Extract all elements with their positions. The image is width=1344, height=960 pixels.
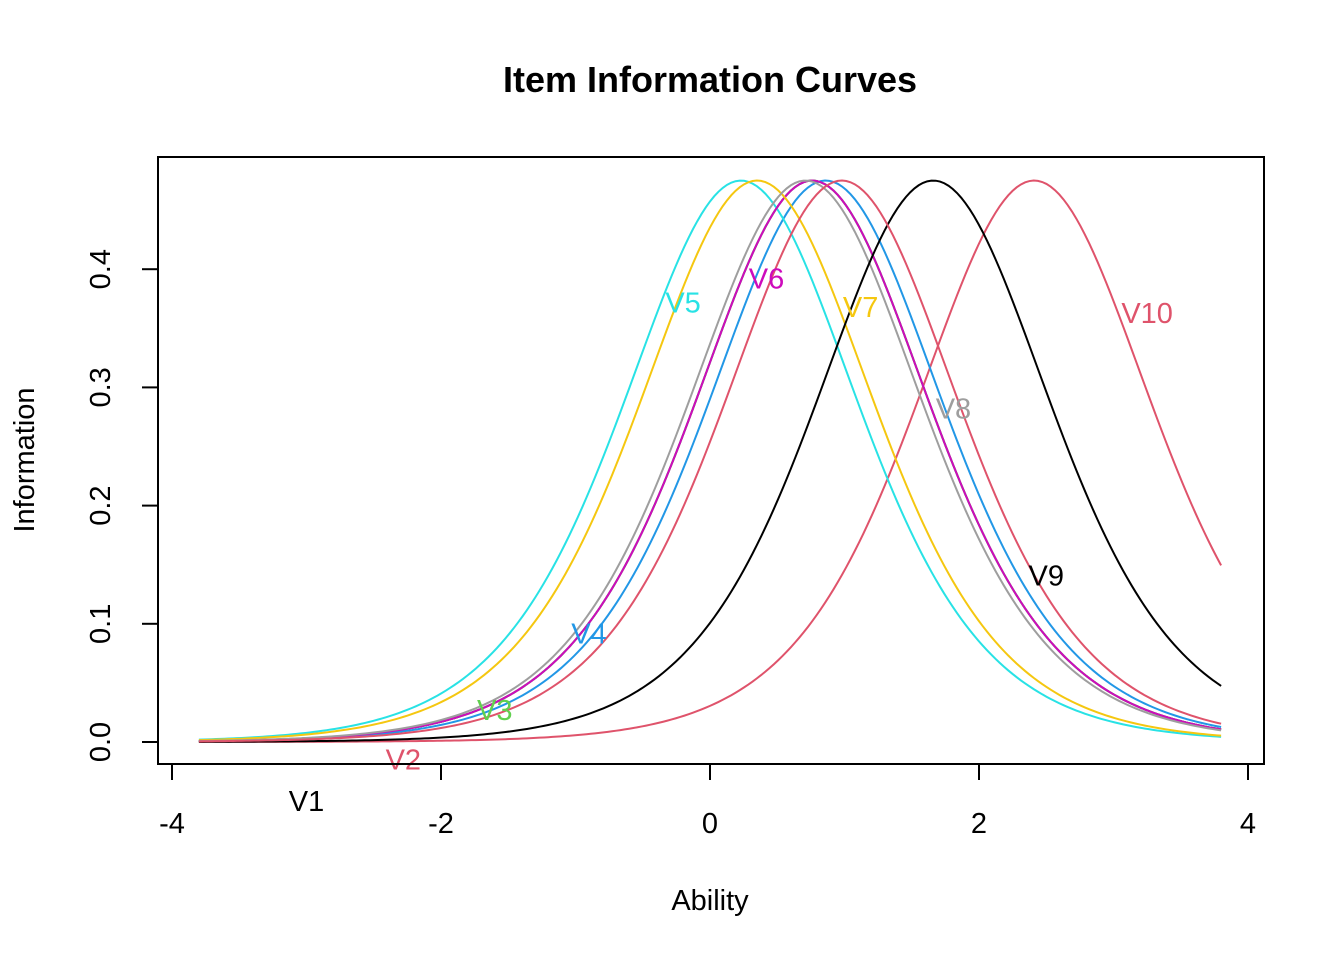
y-tick-label: 0.2 [85, 485, 117, 525]
curve-label-v1: V1 [289, 786, 324, 818]
y-tick-label: 0.1 [85, 604, 117, 644]
curve-v2 [198, 179, 1222, 743]
curve-v5 [198, 179, 1222, 741]
x-tick-label: -4 [159, 808, 185, 840]
curve-v9 [198, 179, 1222, 743]
y-axis: 0.0 0.1 0.2 0.3 0.4 [85, 249, 159, 762]
x-axis: -4 -2 0 2 4 [159, 763, 1256, 840]
chart-title: Item Information Curves [503, 59, 917, 100]
curve-v3 [198, 179, 1222, 743]
y-axis-label: Information [9, 387, 41, 532]
y-tick-label: 0.3 [85, 367, 117, 407]
curve-label-v2: V2 [386, 745, 421, 777]
curve-v4 [198, 179, 1222, 743]
curve-v8 [198, 179, 1222, 742]
curve-label-v8: V8 [936, 394, 971, 426]
x-tick-label: 2 [971, 808, 987, 840]
curve-label-v10: V10 [1121, 298, 1173, 330]
x-tick-label: -2 [428, 808, 454, 840]
x-axis-label: Ability [671, 885, 749, 917]
curves-group [198, 179, 1222, 743]
curve-v6 [198, 179, 1222, 743]
curve-v7 [198, 179, 1222, 742]
curve-label-v9: V9 [1029, 560, 1064, 592]
y-tick-label: 0.4 [85, 249, 117, 289]
curve-labels-group: V1 V2 V3 V4 V5 V6 V7 V8 V9 V10 [289, 264, 1173, 818]
x-tick-label: 0 [702, 808, 718, 840]
curve-v10 [198, 179, 1222, 743]
curve-label-v6: V6 [749, 264, 784, 296]
curve-v1 [198, 179, 1222, 743]
curve-label-v3: V3 [477, 695, 512, 727]
x-tick-label: 4 [1240, 808, 1256, 840]
curve-label-v7: V7 [843, 292, 878, 324]
curve-label-v4: V4 [571, 618, 606, 650]
plot-frame [157, 156, 1265, 765]
y-tick-label: 0.0 [85, 722, 117, 762]
curve-label-v5: V5 [665, 287, 700, 319]
